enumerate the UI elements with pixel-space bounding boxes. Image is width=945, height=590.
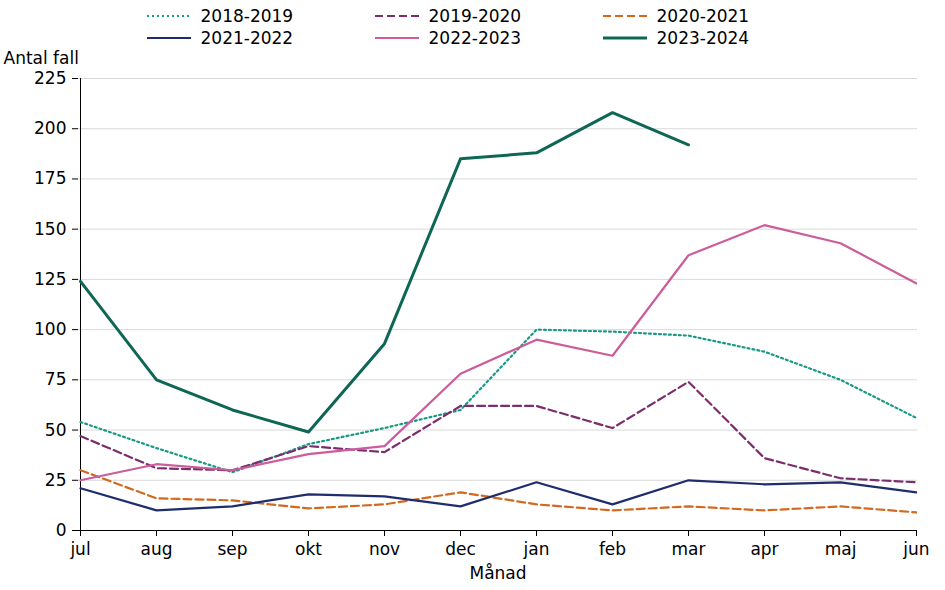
svg-text:50: 50 xyxy=(45,419,67,439)
svg-text:mar: mar xyxy=(672,539,706,559)
svg-text:okt: okt xyxy=(295,539,322,559)
html-text:2019-2020: 2019-2020 xyxy=(428,6,522,26)
html-text:2018-2019: 2018-2019 xyxy=(200,6,294,26)
html-text:2022-2023: 2022-2023 xyxy=(428,28,522,48)
svg-text:Antal fall: Antal fall xyxy=(4,48,79,68)
svg-text:125: 125 xyxy=(34,269,66,289)
svg-text:175: 175 xyxy=(34,168,66,188)
svg-text:100: 100 xyxy=(34,319,66,339)
svg-text:jul: jul xyxy=(69,539,90,559)
svg-text:dec: dec xyxy=(445,539,476,559)
svg-text:aug: aug xyxy=(141,539,173,559)
svg-text:Månad: Månad xyxy=(469,563,526,583)
svg-text:75: 75 xyxy=(45,369,67,389)
html-text:2020-2021: 2020-2021 xyxy=(656,6,750,26)
svg-text:sep: sep xyxy=(217,539,247,559)
svg-text:225: 225 xyxy=(34,68,66,88)
html-text:2023-2024: 2023-2024 xyxy=(656,28,750,48)
svg-text:apr: apr xyxy=(750,539,778,559)
svg-text:150: 150 xyxy=(34,219,66,239)
html-text:2021-2022: 2021-2022 xyxy=(200,28,294,48)
svg-text:feb: feb xyxy=(599,539,626,559)
svg-text:nov: nov xyxy=(369,539,400,559)
svg-text:25: 25 xyxy=(45,470,67,490)
svg-text:0: 0 xyxy=(56,520,67,540)
svg-text:jun: jun xyxy=(902,539,929,559)
svg-text:maj: maj xyxy=(825,539,857,559)
svg-text:200: 200 xyxy=(34,118,66,138)
svg-text:jan: jan xyxy=(523,539,550,559)
